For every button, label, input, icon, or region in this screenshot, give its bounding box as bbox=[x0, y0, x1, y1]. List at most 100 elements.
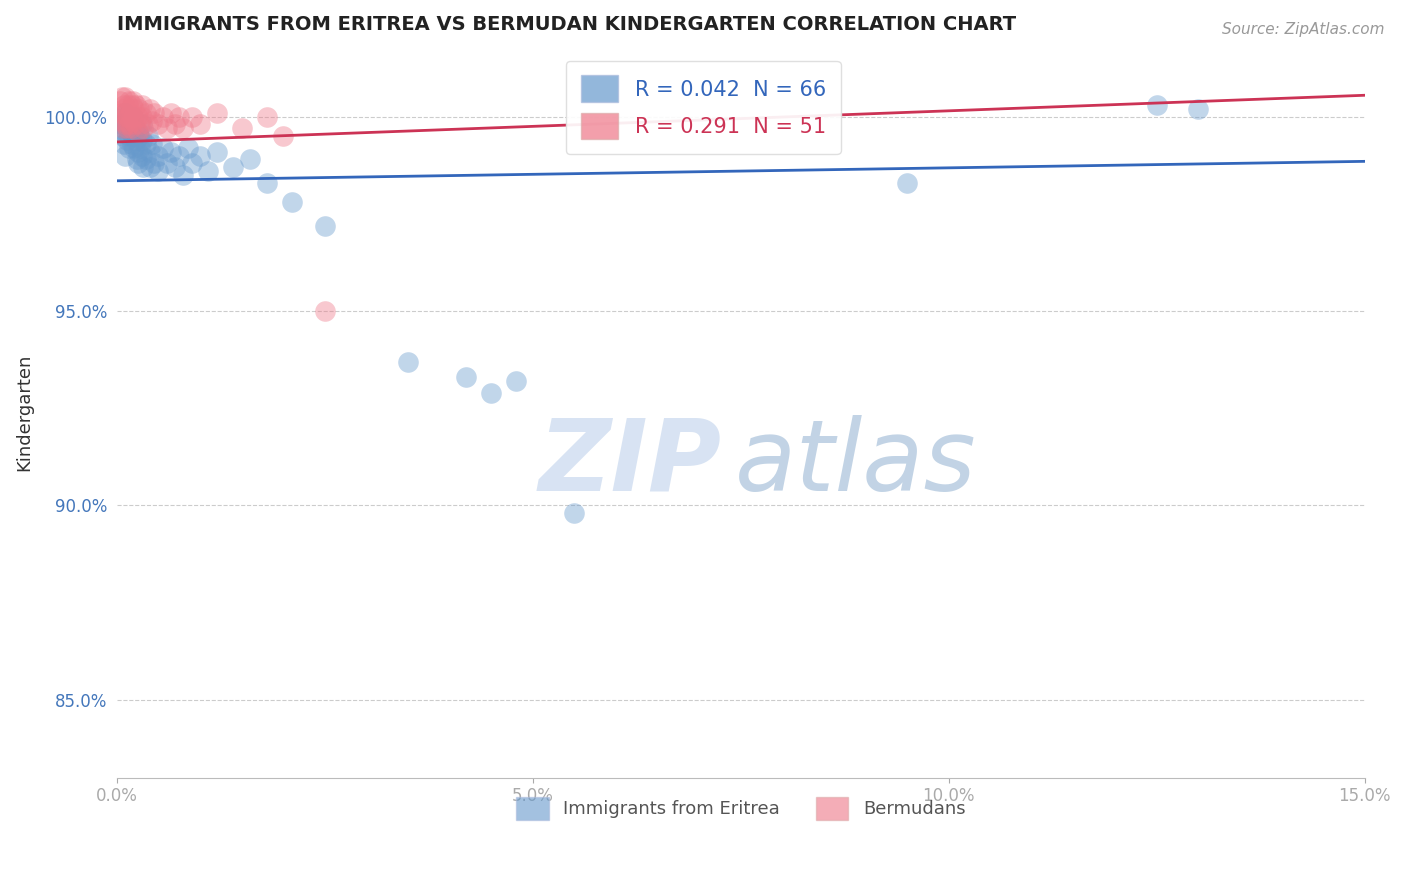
Point bbox=[165, 160, 187, 174]
Point bbox=[138, 129, 160, 144]
Point bbox=[167, 110, 190, 124]
Point bbox=[111, 129, 134, 144]
Point bbox=[129, 141, 152, 155]
Point bbox=[115, 117, 138, 131]
Point bbox=[121, 136, 143, 151]
Point bbox=[122, 94, 145, 108]
Point bbox=[128, 129, 150, 144]
Point bbox=[148, 117, 170, 131]
Point bbox=[110, 117, 132, 131]
Point bbox=[139, 102, 162, 116]
Point bbox=[124, 102, 146, 116]
Point bbox=[141, 113, 163, 128]
Point bbox=[108, 94, 131, 108]
Point bbox=[456, 370, 478, 384]
Point bbox=[135, 105, 157, 120]
Point bbox=[125, 98, 148, 112]
Point bbox=[122, 113, 145, 128]
Text: IMMIGRANTS FROM ERITREA VS BERMUDAN KINDERGARTEN CORRELATION CHART: IMMIGRANTS FROM ERITREA VS BERMUDAN KIND… bbox=[117, 15, 1017, 34]
Point bbox=[176, 141, 198, 155]
Point bbox=[156, 121, 179, 136]
Point bbox=[127, 125, 149, 139]
Point bbox=[148, 164, 170, 178]
Point bbox=[115, 121, 138, 136]
Point bbox=[165, 117, 187, 131]
Point bbox=[112, 136, 135, 151]
Point bbox=[122, 129, 145, 144]
Point bbox=[256, 176, 278, 190]
Point bbox=[148, 148, 170, 162]
Point bbox=[271, 129, 294, 144]
Point bbox=[396, 354, 419, 368]
Point bbox=[111, 110, 134, 124]
Point bbox=[152, 141, 174, 155]
Point bbox=[135, 136, 157, 151]
Point bbox=[121, 98, 143, 112]
Point bbox=[172, 168, 194, 182]
Point bbox=[117, 121, 139, 136]
Text: ZIP: ZIP bbox=[538, 415, 723, 512]
Point bbox=[505, 374, 527, 388]
Point bbox=[180, 156, 202, 170]
Point bbox=[180, 110, 202, 124]
Point bbox=[1187, 102, 1209, 116]
Point bbox=[143, 156, 166, 170]
Point bbox=[114, 90, 136, 104]
Text: Source: ZipAtlas.com: Source: ZipAtlas.com bbox=[1222, 22, 1385, 37]
Point bbox=[127, 125, 149, 139]
Point bbox=[564, 506, 586, 520]
Point bbox=[160, 105, 183, 120]
Point bbox=[125, 133, 148, 147]
Point bbox=[131, 148, 153, 162]
Point bbox=[152, 110, 174, 124]
Point bbox=[118, 129, 141, 144]
Point bbox=[128, 102, 150, 116]
Point bbox=[120, 121, 142, 136]
Point bbox=[114, 117, 136, 131]
Point bbox=[143, 105, 166, 120]
Point bbox=[205, 105, 228, 120]
Point bbox=[112, 121, 135, 136]
Point bbox=[111, 113, 134, 128]
Point bbox=[172, 121, 194, 136]
Legend: Immigrants from Eritrea, Bermudans: Immigrants from Eritrea, Bermudans bbox=[509, 789, 973, 827]
Point bbox=[896, 176, 918, 190]
Point bbox=[115, 133, 138, 147]
Text: atlas: atlas bbox=[734, 415, 976, 512]
Point bbox=[1146, 98, 1168, 112]
Point bbox=[141, 136, 163, 151]
Point bbox=[114, 125, 136, 139]
Point bbox=[280, 195, 302, 210]
Point bbox=[117, 110, 139, 124]
Y-axis label: Kindergarten: Kindergarten bbox=[15, 353, 32, 471]
Point bbox=[139, 145, 162, 159]
Point bbox=[131, 110, 153, 124]
Point bbox=[231, 121, 253, 136]
Point bbox=[124, 141, 146, 155]
Point bbox=[120, 113, 142, 128]
Point bbox=[132, 121, 155, 136]
Point bbox=[314, 219, 336, 233]
Point bbox=[129, 117, 152, 131]
Point bbox=[132, 160, 155, 174]
Point bbox=[139, 160, 162, 174]
Point bbox=[112, 102, 135, 116]
Point bbox=[114, 105, 136, 120]
Point bbox=[124, 117, 146, 131]
Point bbox=[479, 385, 502, 400]
Point bbox=[239, 153, 262, 167]
Point bbox=[112, 98, 135, 112]
Point bbox=[125, 153, 148, 167]
Point bbox=[205, 145, 228, 159]
Point bbox=[167, 148, 190, 162]
Point bbox=[112, 121, 135, 136]
Point bbox=[114, 105, 136, 120]
Point bbox=[122, 110, 145, 124]
Point bbox=[117, 110, 139, 124]
Point bbox=[120, 125, 142, 139]
Point bbox=[117, 98, 139, 112]
Point bbox=[188, 117, 211, 131]
Point bbox=[118, 141, 141, 155]
Point bbox=[314, 304, 336, 318]
Point bbox=[138, 117, 160, 131]
